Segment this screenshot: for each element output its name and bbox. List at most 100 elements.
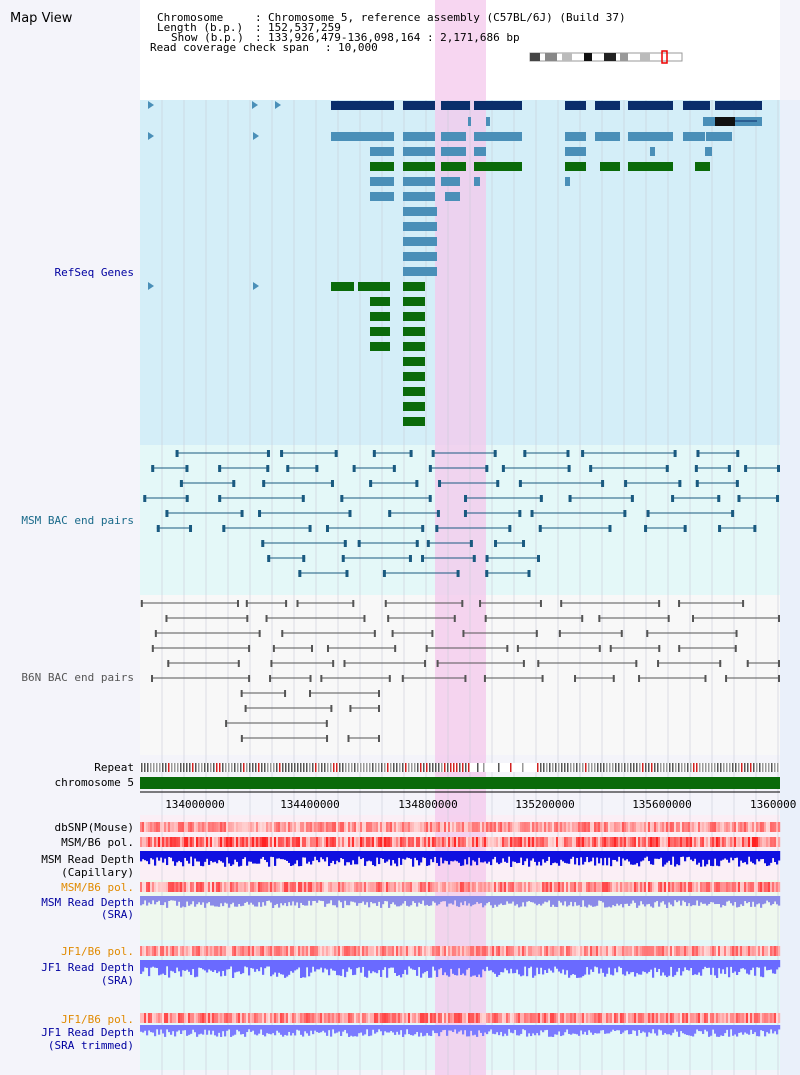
read-depth-bar — [396, 960, 399, 976]
bac-end-marker — [696, 450, 700, 457]
polymorphism-cell — [770, 946, 773, 956]
read-depth-bar — [374, 1025, 377, 1034]
read-depth-bar — [772, 960, 775, 974]
read-depth-bar — [592, 960, 595, 972]
read-depth-bar — [744, 960, 747, 970]
read-depth-bar — [330, 896, 333, 901]
read-depth-bar — [716, 851, 719, 866]
read-depth-bar — [574, 960, 577, 975]
polymorphism-cell — [364, 1013, 367, 1023]
bac-end-marker — [167, 660, 170, 667]
bac-end-marker — [620, 630, 623, 637]
chromosome-ideogram[interactable] — [529, 50, 683, 64]
polymorphism-cell — [524, 822, 527, 832]
polymorphism-cell — [250, 882, 253, 892]
polymorphism-cell — [516, 837, 519, 847]
read-depth-bar — [218, 896, 221, 907]
read-depth-bar — [174, 896, 177, 901]
read-depth-bar — [728, 896, 731, 901]
repeat-element — [756, 763, 758, 772]
polymorphism-cell — [380, 1013, 383, 1023]
repeat-element — [750, 763, 752, 772]
b6n-bac-pairs-track[interactable] — [140, 600, 780, 742]
read-depth-bar — [512, 1025, 515, 1034]
track-label-refseq[interactable]: RefSeq Genes — [55, 266, 134, 279]
read-depth-bar — [318, 896, 321, 901]
polymorphism-cell — [742, 1013, 745, 1023]
polymorphism-cell — [602, 882, 605, 892]
read-depth-bar — [716, 896, 719, 904]
bac-end-marker — [408, 555, 412, 562]
polymorphism-cell — [536, 822, 539, 832]
read-depth-bar — [380, 851, 383, 859]
polymorphism-cell — [274, 882, 277, 892]
polymorphism-cell — [540, 882, 543, 892]
read-depth-bar — [148, 1025, 151, 1031]
track-label-b6n-bac[interactable]: B6N BAC end pairs — [21, 671, 134, 684]
track-label-msm-depth-sra[interactable]: MSM Read Depth — [41, 896, 134, 909]
read-depth-bar — [662, 960, 665, 973]
info-key-coverage-span: Read coverage check span — [150, 41, 309, 54]
track-label-chromosome[interactable]: chromosome 5 — [55, 776, 134, 789]
read-depth-bar — [268, 896, 271, 901]
bac-end-marker — [225, 720, 228, 727]
repeat-element — [318, 763, 320, 772]
polymorphism-cell — [252, 946, 255, 956]
read-depth-bar — [158, 1025, 161, 1035]
track-label-msm-pol-sra[interactable]: MSM/B6 pol. — [61, 881, 134, 894]
polymorphism-cell — [646, 837, 649, 847]
read-depth-bar — [700, 1025, 703, 1032]
polymorphism-cell — [384, 882, 387, 892]
track-label-jf1-pol-trimmed[interactable]: JF1/B6 pol. — [61, 1013, 134, 1026]
read-depth-bar — [354, 1025, 357, 1037]
read-depth-bar — [318, 851, 321, 863]
track-label-msm-depth-capillary[interactable]: MSM Read Depth — [41, 853, 134, 866]
read-depth-bar — [402, 851, 405, 859]
polymorphism-cell — [524, 946, 527, 956]
repeat-element — [555, 763, 557, 772]
polymorphism-cell — [214, 946, 217, 956]
read-depth-bar — [150, 896, 153, 905]
read-depth-bar — [224, 896, 227, 903]
bac-end-marker — [140, 600, 143, 607]
read-depth-bar — [702, 1025, 705, 1034]
track-label-jf1-depth-sra[interactable]: JF1 Read Depth — [41, 961, 134, 974]
polymorphism-cell — [580, 822, 583, 832]
polymorphism-cell — [316, 1013, 319, 1023]
read-depth-bar — [404, 960, 407, 970]
polymorphism-cell — [262, 882, 265, 892]
polymorphism-cell — [482, 1013, 485, 1023]
read-depth-bar — [386, 1025, 389, 1033]
polymorphism-cell — [364, 882, 367, 892]
track-label-repeat[interactable]: Repeat — [94, 761, 134, 774]
read-depth-bar — [542, 960, 545, 975]
gene-exon — [370, 297, 390, 306]
polymorphism-cell — [768, 882, 771, 892]
track-label-jf1-depth-trimmed[interactable]: JF1 Read Depth — [41, 1026, 134, 1039]
read-depth-bar — [238, 1025, 241, 1032]
track-label-jf1-depth-sra-sub: (SRA) — [101, 974, 134, 987]
polymorphism-cell — [234, 882, 237, 892]
polymorphism-cell — [554, 837, 557, 847]
polymorphism-cell — [456, 946, 459, 956]
read-depth-bar — [584, 896, 587, 907]
refseq-genes-track[interactable] — [148, 101, 762, 426]
polymorphism-cell — [326, 837, 329, 847]
msm-bac-pairs-track[interactable] — [143, 450, 780, 577]
read-depth-bar — [176, 960, 179, 968]
track-label-msm-pol[interactable]: MSM/B6 pol. — [61, 836, 134, 849]
polymorphism-cell — [376, 882, 379, 892]
bac-end-marker — [349, 705, 352, 712]
read-depth-bar — [358, 851, 361, 857]
read-depth-bar — [686, 960, 689, 970]
read-depth-bar — [410, 1025, 413, 1036]
read-depth-bar — [614, 1025, 617, 1031]
track-label-msm-bac[interactable]: MSM BAC end pairs — [21, 514, 134, 527]
track-label-jf1-pol[interactable]: JF1/B6 pol. — [61, 945, 134, 958]
polymorphism-cell — [310, 822, 313, 832]
bac-end-marker — [421, 525, 425, 532]
polymorphism-cell — [250, 837, 253, 847]
polymorphism-cell — [362, 946, 365, 956]
track-label-dbsnp[interactable]: dbSNP(Mouse) — [55, 821, 134, 834]
bac-end-marker — [535, 630, 538, 637]
